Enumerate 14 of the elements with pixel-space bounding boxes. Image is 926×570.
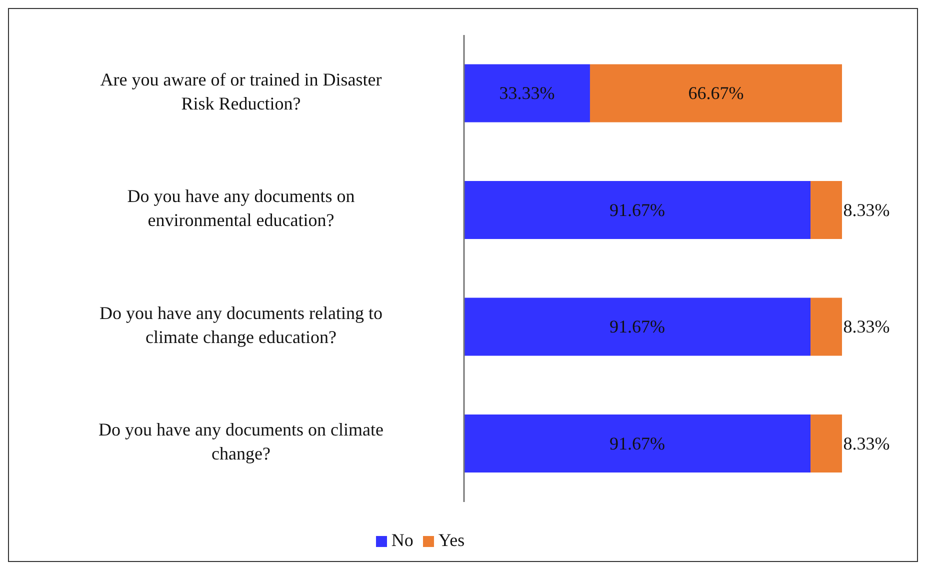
data-label: 91.67% [610, 433, 666, 454]
data-label: 33.33% [499, 83, 555, 104]
y-tick-label: Do you have any documents on environmental education? [127, 186, 355, 230]
data-label: 8.33% [843, 200, 890, 220]
data-label: 91.67% [610, 200, 666, 220]
legend-label: No [391, 530, 414, 550]
data-label: 66.67% [688, 83, 744, 104]
y-tick-label: Do you have any documents on climate change? [98, 420, 384, 464]
data-label: 91.67% [610, 316, 666, 337]
legend-label: Yes [438, 530, 465, 550]
data-label: 8.33% [843, 316, 890, 337]
y-tick-label: Do you have any documents relating to climate change education? [100, 303, 382, 347]
data-label: 8.33% [843, 433, 890, 454]
y-tick-label: Are you aware of or trained in Disaster Risk Reduction? [100, 70, 382, 114]
